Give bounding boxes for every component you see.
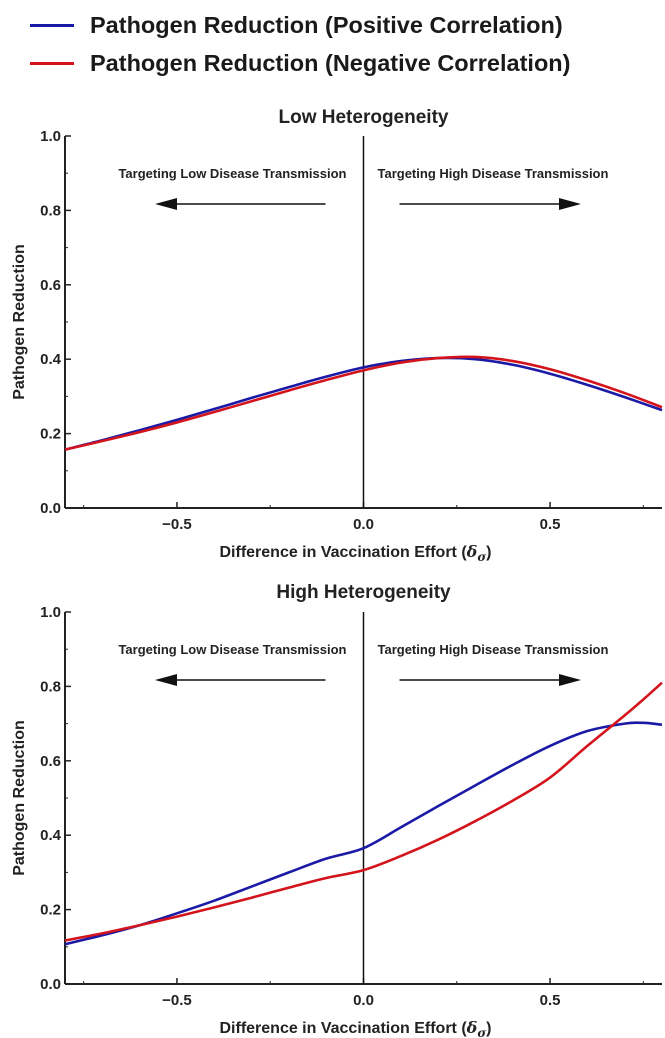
series-line-negative (64, 681, 663, 942)
y-tick-label: 0.8 (40, 202, 61, 219)
y-tick-label: 0.8 (40, 678, 61, 695)
legend-label-negative: Pathogen Reduction (Negative Correlation… (90, 49, 571, 76)
x-axis-label-close: ) (486, 544, 491, 561)
chart-panel-1: Low Heterogeneity 0.0 0.2 0.4 0.6 0.8 1.0 −0.5 0… (11, 107, 663, 564)
x-axis-label-text: Difference in Vaccination Effort ( (219, 1020, 467, 1037)
annotation-left: Targeting Low Disease Transmission (118, 642, 346, 657)
x-axis-label-text: Difference in Vaccination Effort ( (219, 544, 467, 561)
y-tick-label: 0.4 (40, 827, 62, 844)
arrow-right-head (559, 198, 581, 210)
chart-title: High Heterogeneity (276, 582, 451, 603)
x-axis-label-sigma: σ (477, 1026, 486, 1038)
x-axis-label-close: ) (486, 1020, 491, 1037)
series-line-positive (64, 721, 663, 946)
y-tick-label: 0.2 (40, 426, 61, 443)
legend-item-negative: Pathogen Reduction (Negative Correlation… (30, 44, 660, 82)
arrow-left-head (155, 198, 177, 210)
chart-panel-2: High Heterogeneity 0.0 0.2 0.4 0.6 0.8 1.0 −0.5… (11, 582, 663, 1038)
y-tick-label: 0.0 (40, 500, 61, 517)
y-tick-label: 0.4 (40, 351, 62, 368)
y-tick-label: 1.0 (40, 128, 61, 145)
legend-label-positive: Pathogen Reduction (Positive Correlation… (90, 11, 563, 38)
x-tick-label: 0.5 (540, 992, 561, 1009)
x-tick-label: 0.5 (540, 516, 561, 533)
x-axis-label: Difference in Vaccination Effort (δσ) (219, 542, 491, 564)
series-line-positive (64, 356, 663, 451)
annotation-right: Targeting High Disease Transmission (378, 642, 609, 657)
x-tick-label: −0.5 (162, 516, 192, 533)
y-tick-label: 0.0 (40, 976, 61, 993)
y-tick-label: 0.6 (40, 277, 61, 294)
y-tick-label: 0.2 (40, 902, 61, 919)
arrow-right-head (559, 674, 581, 686)
chart-title: Low Heterogeneity (279, 107, 449, 128)
legend-swatch-negative (30, 61, 74, 65)
arrow-left-head (155, 674, 177, 686)
y-axis-label: Pathogen Reduction (11, 244, 28, 400)
legend-item-positive: Pathogen Reduction (Positive Correlation… (30, 6, 660, 44)
y-axis-label: Pathogen Reduction (11, 720, 28, 876)
x-axis-label: Difference in Vaccination Effort (δσ) (219, 1018, 491, 1038)
annotation-right: Targeting High Disease Transmission (378, 166, 609, 181)
x-axis-label-delta: δ (466, 1018, 478, 1037)
x-tick-label: −0.5 (162, 992, 192, 1009)
legend-swatch-positive (30, 23, 74, 27)
series-line-negative (64, 355, 663, 451)
y-tick-label: 1.0 (40, 604, 61, 621)
legend: Pathogen Reduction (Positive Correlation… (30, 6, 660, 82)
x-tick-label: 0.0 (353, 516, 374, 533)
annotation-left: Targeting Low Disease Transmission (118, 166, 346, 181)
x-axis-label-sigma: σ (477, 550, 486, 564)
x-axis-label-delta: δ (466, 542, 478, 561)
y-tick-label: 0.6 (40, 753, 61, 770)
x-tick-label: 0.0 (353, 992, 374, 1009)
